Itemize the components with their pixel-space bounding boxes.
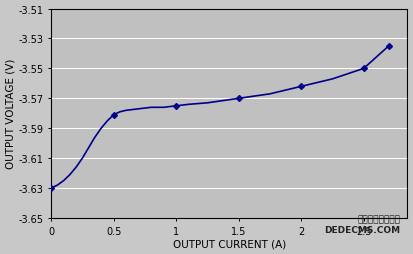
Y-axis label: OUTPUT VOLTAGE (V): OUTPUT VOLTAGE (V) [5,59,16,169]
Text: 织梦内容管理系统
DEDECMS.COM: 织梦内容管理系统 DEDECMS.COM [325,214,401,234]
X-axis label: OUTPUT CURRENT (A): OUTPUT CURRENT (A) [173,239,286,248]
